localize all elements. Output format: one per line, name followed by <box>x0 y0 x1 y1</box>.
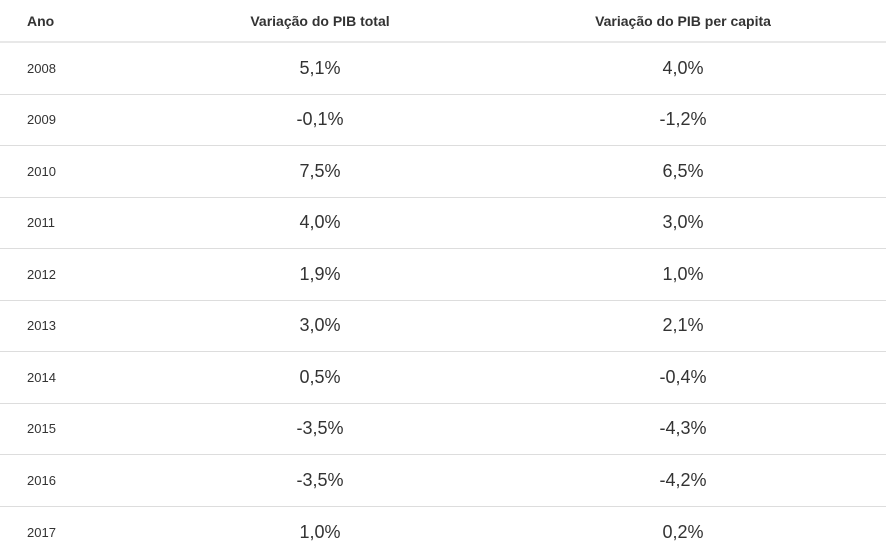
table-row: 2015 -3,5% -4,3% <box>0 404 886 455</box>
cell-gdp-per-capita: 3,0% <box>662 212 704 233</box>
cell-year: 2009 <box>27 112 56 128</box>
table-row: 2008 5,1% 4,0% <box>0 43 886 95</box>
column-header-year: Ano <box>27 12 55 29</box>
cell-year: 2015 <box>27 421 56 437</box>
cell-gdp-total: -0,1% <box>296 109 344 130</box>
cell-year: 2016 <box>27 472 56 488</box>
cell-gdp-total: 1,0% <box>299 521 341 542</box>
table-row: 2016 -3,5% -4,2% <box>0 455 886 507</box>
table-header: Ano Variação do PIB total Variação do PI… <box>0 0 886 43</box>
cell-gdp-per-capita: -0,4% <box>659 366 707 387</box>
cell-gdp-total: 4,0% <box>299 212 341 233</box>
cell-gdp-per-capita: -1,2% <box>659 109 707 130</box>
cell-gdp-per-capita: 6,5% <box>662 160 704 181</box>
table-row: 2009 -0,1% -1,2% <box>0 95 886 146</box>
cell-gdp-per-capita: 1,0% <box>662 263 704 284</box>
cell-year: 2013 <box>27 318 56 334</box>
cell-gdp-total: -3,5% <box>296 469 344 490</box>
cell-year: 2014 <box>27 369 56 385</box>
cell-gdp-per-capita: -4,2% <box>659 469 707 490</box>
cell-year: 2011 <box>27 215 55 231</box>
cell-gdp-total: 3,0% <box>299 315 341 336</box>
column-header-gdp-per-capita: Variação do PIB per capita <box>595 12 771 29</box>
table-row: 2013 3,0% 2,1% <box>0 301 886 352</box>
cell-gdp-total: -3,5% <box>296 418 344 439</box>
cell-year: 2012 <box>27 266 56 282</box>
cell-year: 2008 <box>27 60 56 76</box>
cell-gdp-per-capita: 2,1% <box>662 315 704 336</box>
cell-gdp-per-capita: -4,3% <box>659 418 707 439</box>
cell-gdp-total: 7,5% <box>299 160 341 181</box>
cell-year: 2017 <box>27 524 56 540</box>
table-row: 2017 1,0% 0,2% <box>0 507 886 559</box>
column-header-gdp-total: Variação do PIB total <box>250 12 390 29</box>
cell-gdp-per-capita: 0,2% <box>662 521 704 542</box>
cell-gdp-per-capita: 4,0% <box>662 57 704 78</box>
cell-gdp-total: 5,1% <box>299 57 341 78</box>
table-body: 2008 5,1% 4,0% 2009 -0,1% -1,2% 2010 7,5% 6,5% 20… <box>0 43 886 558</box>
table-row: 2012 1,9% 1,0% <box>0 249 886 301</box>
cell-year: 2010 <box>27 163 56 179</box>
table-row: 2014 0,5% -0,4% <box>0 352 886 404</box>
cell-gdp-total: 0,5% <box>299 366 341 387</box>
table-row: 2011 4,0% 3,0% <box>0 198 886 249</box>
cell-gdp-total: 1,9% <box>299 263 341 284</box>
table-row: 2010 7,5% 6,5% <box>0 146 886 198</box>
